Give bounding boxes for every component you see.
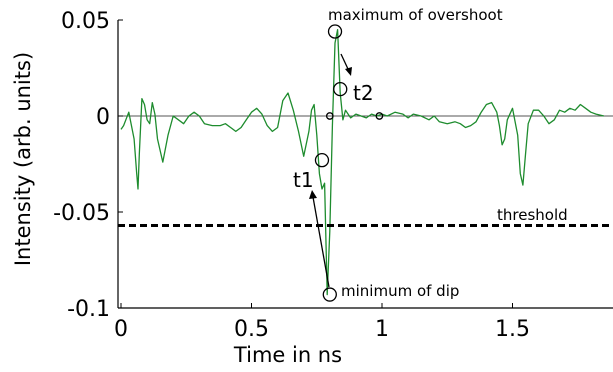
y-tick-label-2: 0: [96, 105, 110, 130]
x-tick-label-0: 0: [114, 317, 128, 342]
t2-label: t2: [353, 81, 374, 105]
threshold-label: threshold: [497, 206, 568, 224]
marker-circle-0: [325, 112, 334, 120]
arrow-dip-to-t1-shaft: [312, 196, 330, 288]
t1-label: t1: [293, 168, 314, 192]
tick-labels: 0 0.5 1 1.5 -0.1 -0.05 0 0.05: [53, 9, 530, 342]
marker-circle-3: [322, 287, 337, 302]
y-tick-label-3: 0.05: [61, 9, 110, 34]
signal-series: [120, 28, 605, 296]
arrow-overshoot-to-t2-head: [345, 67, 352, 76]
dip-annotation: minimum of dip: [341, 282, 459, 300]
arrow-dip-to-t1-head: [309, 190, 317, 199]
arrow-overshoot-to-t2-shaft: [340, 53, 349, 70]
axes: [117, 20, 613, 309]
y-tick-label-0: -0.1: [67, 297, 110, 322]
markers: [314, 24, 384, 302]
y-tick-label-1: -0.05: [53, 201, 110, 226]
x-tick-label-1: 0.5: [234, 317, 269, 342]
overshoot-annotation: maximum of overshoot: [328, 6, 503, 24]
x-axis-label: Time in ns: [233, 343, 342, 367]
arrows: [309, 53, 352, 288]
x-tick-label-2: 1: [375, 317, 389, 342]
y-axis-label: Intensity (arb. units): [11, 52, 35, 266]
marker-circle-2: [314, 153, 330, 168]
marker-circle-1: [375, 112, 384, 120]
marker-circle-5: [333, 81, 348, 97]
marker-circle-4: [327, 24, 343, 39]
x-tick-label-3: 1.5: [495, 317, 530, 342]
series-line-0: [120, 28, 605, 296]
